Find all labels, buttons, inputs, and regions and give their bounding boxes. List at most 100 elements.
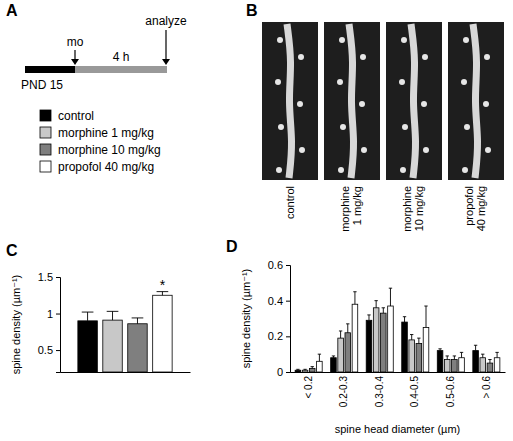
error-bar <box>132 318 144 324</box>
error-bar <box>339 331 342 338</box>
panel-letter: C <box>6 242 18 259</box>
error-bar <box>410 335 413 340</box>
y-tick-label: 1 <box>47 308 53 320</box>
x-tick-label: < 0.2 <box>303 376 314 399</box>
error-bar <box>107 311 119 320</box>
error-bar <box>460 352 463 357</box>
bar <box>494 358 500 372</box>
error-bar <box>438 349 441 351</box>
x-tick-label: 0.3-0.4 <box>374 376 385 408</box>
bar <box>388 306 394 372</box>
event-arrow <box>74 50 75 60</box>
chart: 0.511.5 <box>38 271 191 372</box>
spine <box>339 37 345 43</box>
analyze-arrow <box>165 30 166 60</box>
legend: controlmorphine 1 mg/kgmorphine 10 mg/kg… <box>40 109 161 174</box>
bar <box>128 324 147 372</box>
bar <box>366 320 372 372</box>
bar <box>437 351 443 372</box>
y-axis-line <box>56 278 61 373</box>
micrograph-label: control <box>284 186 296 219</box>
x-tick: 0.2-0.3 <box>338 372 349 407</box>
dendrite <box>287 24 292 178</box>
error-bar <box>446 356 449 360</box>
bar <box>444 360 450 372</box>
micrograph <box>448 22 504 180</box>
spine <box>461 79 467 85</box>
legend-label: propofol 40 mg/kg <box>58 160 154 174</box>
x-tick-label: > 0.6 <box>481 376 492 399</box>
panel-letter: D <box>226 238 238 255</box>
bar <box>381 313 387 372</box>
error-bar <box>374 301 377 308</box>
x-axis: < 0.2 0.2-0.3 0.3-0.4 0.4-0.5 0.5-0.6 > 0.6 <box>291 372 506 407</box>
bar <box>480 358 486 372</box>
error-bar <box>303 369 306 371</box>
micrograph <box>386 22 442 180</box>
micrograph-label: morphine10 mg/kg <box>401 186 425 232</box>
y-tick-mark <box>56 277 60 278</box>
spine <box>361 147 367 153</box>
error-bar <box>311 367 314 369</box>
spine <box>484 54 490 60</box>
bar <box>302 370 308 372</box>
x-tick-label: 0.5-0.6 <box>445 376 456 408</box>
bar <box>78 321 97 372</box>
spine <box>423 147 429 153</box>
bar <box>338 338 344 372</box>
y-tick-label: 0.2 <box>268 330 283 342</box>
bar <box>103 320 122 372</box>
y-tick-label: 0.5 <box>38 344 53 356</box>
y-axis-title: spine density (µm⁻¹) <box>240 269 252 369</box>
error-bar <box>353 292 356 304</box>
x-tick: < 0.2 <box>303 372 314 399</box>
y-axis: 0.511.5 <box>38 271 61 372</box>
spine <box>463 37 469 43</box>
x-tick: > 0.6 <box>481 372 492 399</box>
bar <box>331 358 337 372</box>
legend-swatch <box>40 144 51 155</box>
y-axis-line <box>286 266 291 373</box>
error-bar <box>488 360 491 364</box>
spine <box>485 147 491 153</box>
x-axis <box>61 372 191 374</box>
bar <box>473 351 479 372</box>
bar <box>459 358 465 372</box>
spine <box>421 101 427 107</box>
bar <box>352 304 358 372</box>
y-tick: 0.6 <box>268 259 290 271</box>
micrograph-label: morphine1 mg/kg <box>339 186 363 232</box>
bar <box>423 327 429 372</box>
y-tick: 0.2 <box>268 330 290 342</box>
spine <box>360 54 366 60</box>
panel-letter: A <box>6 2 18 19</box>
x-axis-title: spine head diameter (µm) <box>335 423 461 435</box>
y-tick-mark <box>56 314 60 315</box>
y-tick-mark <box>56 350 60 351</box>
error-bar <box>318 354 321 361</box>
bar <box>373 308 379 372</box>
spine <box>402 124 408 130</box>
legend-label: morphine 10 mg/kg <box>58 143 161 157</box>
analyze-arrow-head <box>162 59 170 65</box>
error-bar <box>332 356 335 358</box>
y-tick: 1 <box>47 308 60 320</box>
micrograph <box>324 22 380 180</box>
timeline-before <box>25 66 75 73</box>
timeline: moanalyze4 hPND 15 <box>21 14 187 92</box>
y-tick: 0.5 <box>38 344 60 356</box>
y-tick-mark <box>286 336 290 337</box>
bar <box>309 368 315 372</box>
micrograph-label: propofol40 mg/kg <box>463 186 487 231</box>
error-bar <box>495 352 498 357</box>
spine <box>359 101 365 107</box>
start-label: PND 15 <box>21 78 63 92</box>
x-tick-label: 0.4-0.5 <box>409 376 420 408</box>
event-arrow-head <box>71 59 79 65</box>
bar <box>295 370 301 372</box>
bar <box>487 363 493 372</box>
spine <box>422 54 428 60</box>
spine <box>276 167 282 173</box>
y-tick-mark <box>286 372 290 373</box>
legend-swatch <box>40 161 51 172</box>
